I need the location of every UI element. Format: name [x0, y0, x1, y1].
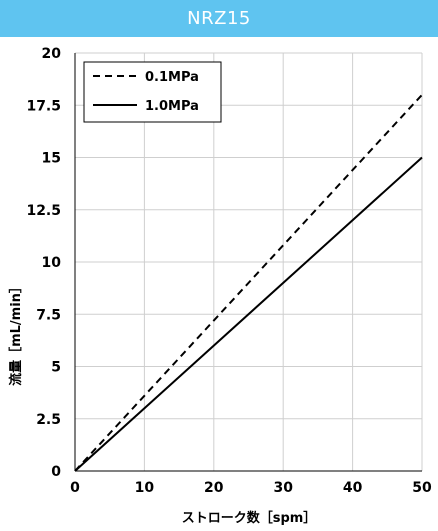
y-tick-label: 0	[51, 464, 61, 480]
y-axis-label: 流量［mL/min］	[8, 280, 24, 386]
x-axis-label: ストローク数［spm］	[182, 510, 317, 526]
legend: 0.1MPa 1.0MPa	[83, 61, 222, 123]
y-tick-label: 12.5	[26, 203, 61, 219]
x-tick-label: 20	[204, 480, 224, 496]
x-tick-label: 40	[343, 480, 363, 496]
chart-header: NRZ15	[0, 0, 438, 37]
y-tick-label: 5	[51, 360, 61, 376]
x-tick-label: 0	[70, 480, 80, 496]
series-line-1	[74, 94, 423, 472]
y-tick-label: 7.5	[36, 307, 61, 323]
series-line-2	[74, 156, 423, 472]
chart-title: NRZ15	[187, 8, 251, 29]
y-tick-label: 20	[42, 46, 62, 62]
x-tick-labels: 0 10 20 30 40 50	[70, 480, 432, 496]
y-tick-label: 17.5	[26, 98, 61, 114]
y-tick-label: 15	[42, 151, 61, 167]
series-lines	[74, 94, 423, 472]
y-tick-label: 2.5	[36, 412, 61, 428]
y-tick-labels: 0 2.5 5 7.5 10 12.5 15 17.5 20	[26, 46, 61, 480]
x-tick-label: 50	[412, 480, 432, 496]
legend-label-2: 1.0MPa	[145, 99, 199, 114]
y-tick-label: 10	[42, 255, 62, 271]
legend-label-1: 0.1MPa	[145, 70, 199, 85]
x-tick-label: 30	[273, 480, 293, 496]
legend-box	[83, 61, 222, 123]
axes	[74, 53, 422, 472]
x-tick-label: 10	[135, 480, 155, 496]
